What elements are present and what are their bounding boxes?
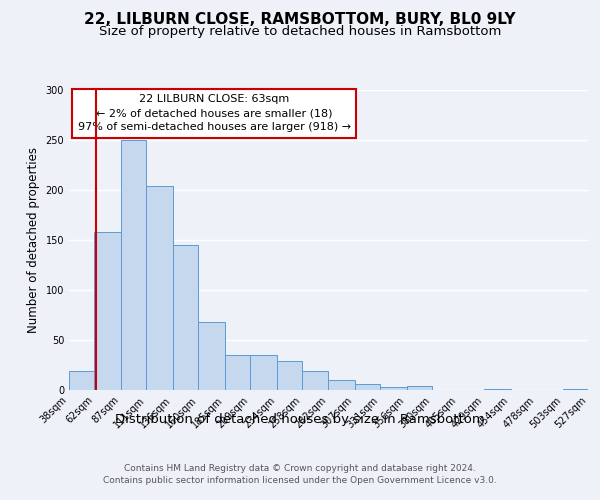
Bar — [380, 387, 407, 390]
Bar — [146, 186, 173, 390]
Bar — [199, 322, 225, 390]
Bar — [277, 361, 302, 390]
Bar — [484, 389, 511, 390]
Bar — [302, 371, 328, 390]
Text: 22 LILBURN CLOSE: 63sqm
← 2% of detached houses are smaller (18)
97% of semi-det: 22 LILBURN CLOSE: 63sqm ← 2% of detached… — [78, 94, 351, 132]
Bar — [225, 355, 250, 390]
Bar — [355, 384, 380, 390]
Bar — [69, 371, 94, 390]
Bar — [94, 232, 121, 390]
Bar — [563, 389, 588, 390]
Text: Contains HM Land Registry data © Crown copyright and database right 2024.: Contains HM Land Registry data © Crown c… — [124, 464, 476, 473]
Text: Distribution of detached houses by size in Ramsbottom: Distribution of detached houses by size … — [115, 412, 485, 426]
Text: Size of property relative to detached houses in Ramsbottom: Size of property relative to detached ho… — [99, 25, 501, 38]
Text: 22, LILBURN CLOSE, RAMSBOTTOM, BURY, BL0 9LY: 22, LILBURN CLOSE, RAMSBOTTOM, BURY, BL0… — [84, 12, 516, 28]
Bar — [250, 355, 277, 390]
Bar — [407, 386, 432, 390]
Bar — [121, 140, 146, 390]
Text: Contains public sector information licensed under the Open Government Licence v3: Contains public sector information licen… — [103, 476, 497, 485]
Bar — [328, 380, 355, 390]
Y-axis label: Number of detached properties: Number of detached properties — [27, 147, 40, 333]
Bar — [173, 245, 199, 390]
